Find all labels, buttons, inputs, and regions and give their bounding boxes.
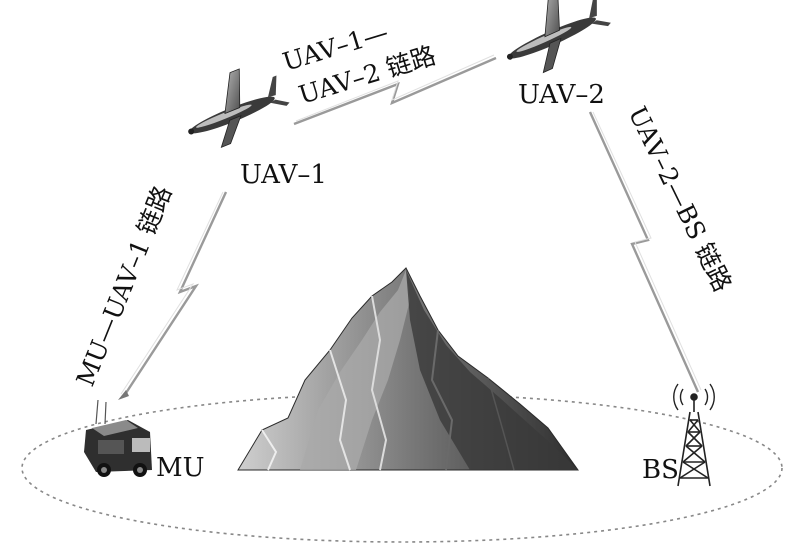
bs-label: BS [642, 455, 679, 485]
vehicle-icon [84, 399, 152, 477]
mountain-icon [237, 267, 579, 471]
uav-icon [506, 0, 611, 74]
uav1-label: UAV–1 [240, 160, 327, 190]
tower-icon [673, 383, 715, 487]
link-uav1-uav2 [293, 54, 497, 126]
coverage-ellipse [21, 393, 783, 543]
link-mu-uav1-label: MU—UAV–1 链路 [71, 182, 178, 391]
link-uav2-bs-label: UAV–2—BS 链路 [623, 102, 738, 296]
uav-icon [188, 68, 290, 149]
link-uav2-bs [588, 111, 702, 393]
uav2-label: UAV–2 [518, 80, 605, 110]
link-mu-uav1 [118, 191, 228, 400]
mu-label: MU [156, 453, 205, 483]
